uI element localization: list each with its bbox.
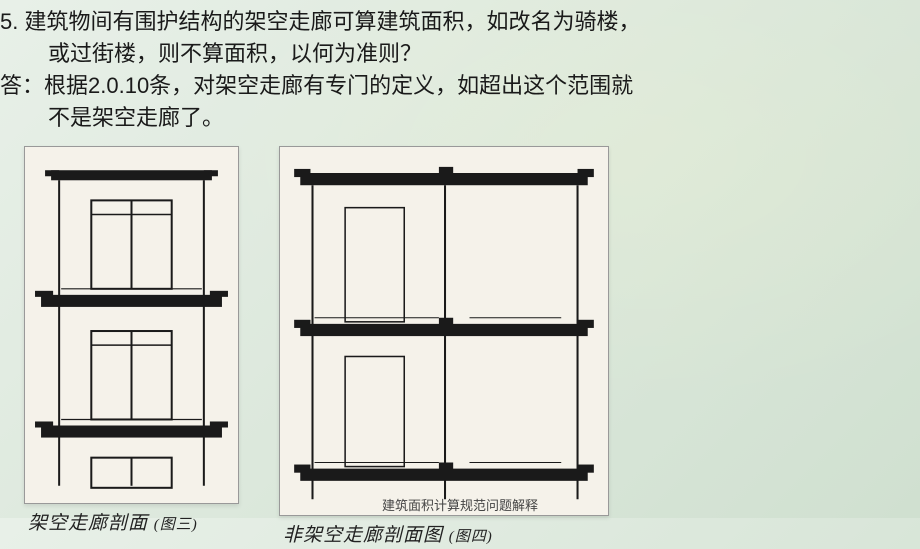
answer-text-2: 不是架空走廊了。	[48, 105, 224, 130]
figure-1-diagram	[31, 153, 232, 497]
figure-1-caption: 架空走廊剖面 (图三)	[24, 504, 239, 537]
figure-2-diagram	[286, 153, 602, 509]
figure-1: 架空走廊剖面 (图三)	[24, 146, 239, 537]
question-line-2: 或过街楼，则不算面积，以何为准则？	[0, 38, 920, 70]
answer-label: 答：	[0, 73, 44, 98]
footer-text: 建筑面积计算规范问题解释	[382, 495, 538, 514]
answer-text-1: 根据2.0.10条，对架空走廊有专门的定义，如超出这个范围就	[44, 73, 633, 98]
figures-row: 架空走廊剖面 (图三)	[0, 146, 920, 549]
figure-2-caption-sub: (图四)	[449, 529, 493, 545]
figure-1-caption-main: 架空走廊剖面	[28, 513, 148, 534]
question-text-2: 或过街楼，则不算面积，以何为准则？	[48, 41, 422, 66]
answer-line-1: 答：根据2.0.10条，对架空走廊有专门的定义，如超出这个范围就	[0, 70, 920, 102]
question-text-1: 建筑物间有围护结构的架空走廊可算建筑面积，如改名为骑楼，	[24, 9, 640, 34]
question-line-1: 5. 建筑物间有围护结构的架空走廊可算建筑面积，如改名为骑楼，	[0, 6, 920, 38]
figure-1-caption-sub: (图三)	[154, 517, 198, 533]
figure-2-box	[279, 146, 609, 516]
figure-2: 非架空走廊剖面图 (图四)	[279, 146, 609, 549]
figure-1-box	[24, 146, 239, 504]
figure-2-caption-main: 非架空走廊剖面图	[283, 525, 443, 546]
figure-2-caption: 非架空走廊剖面图 (图四)	[279, 516, 609, 549]
answer-line-2: 不是架空走廊了。	[0, 102, 920, 134]
question-number: 5.	[0, 9, 18, 34]
